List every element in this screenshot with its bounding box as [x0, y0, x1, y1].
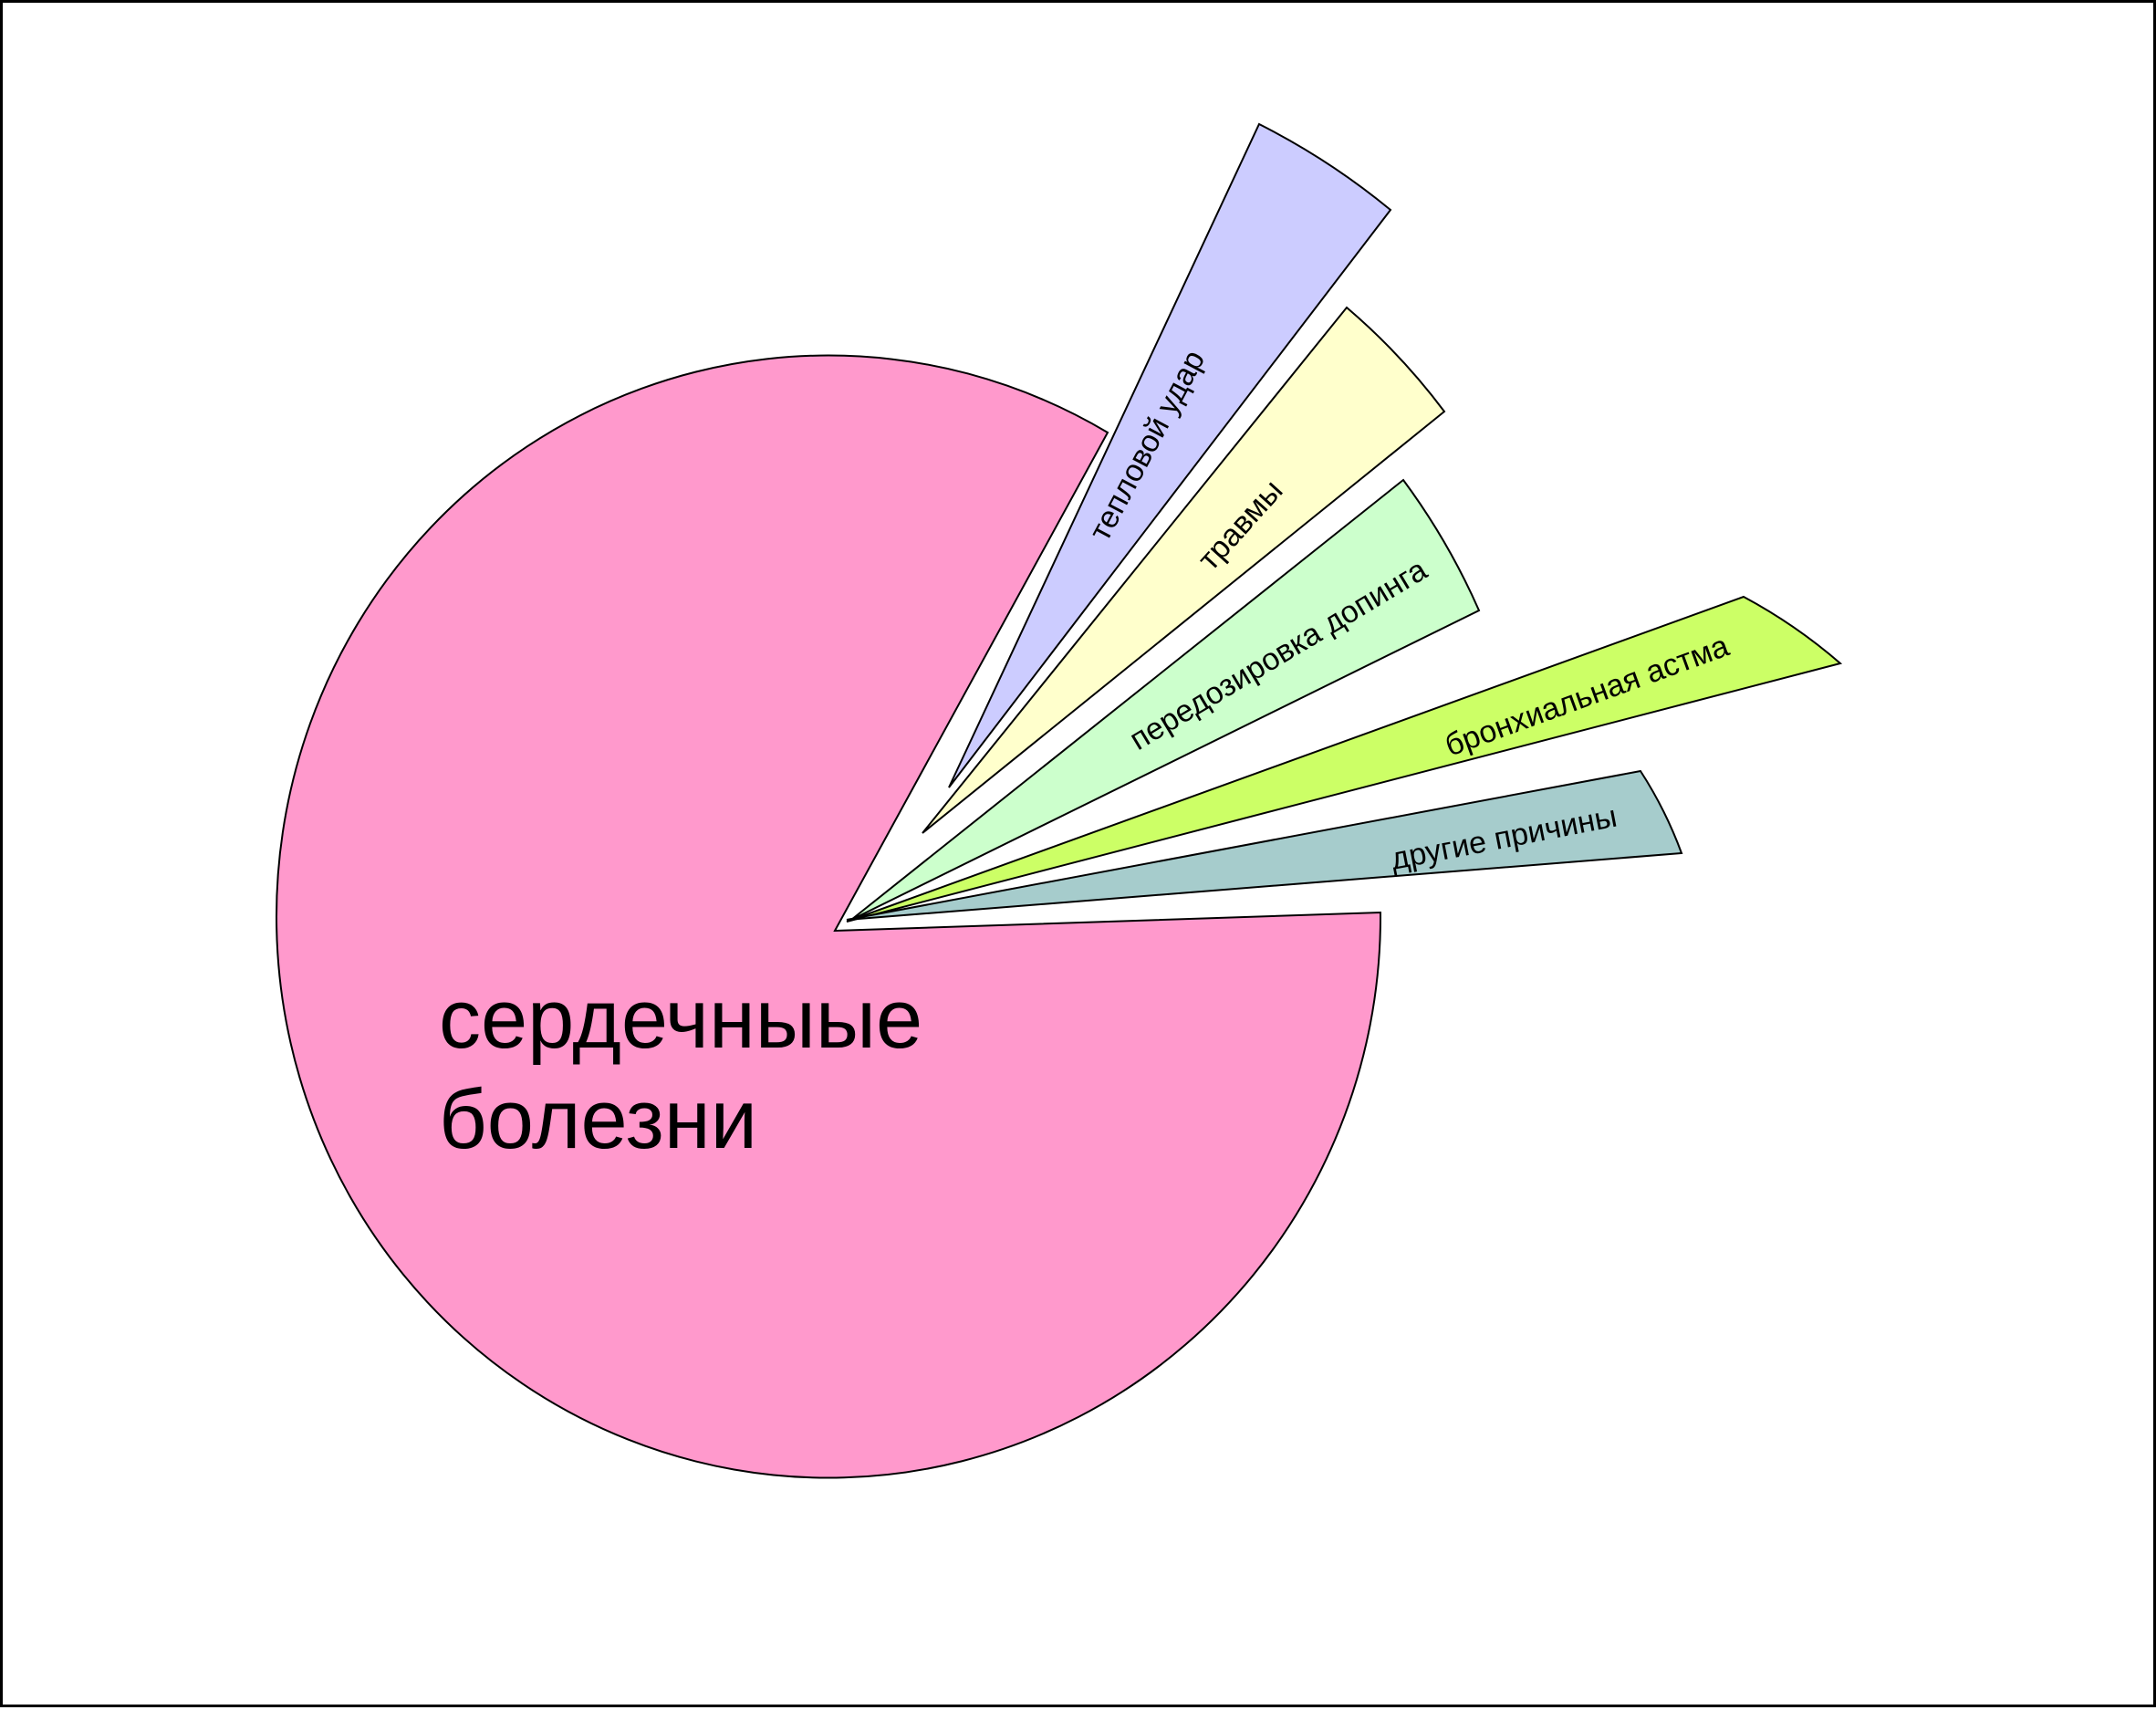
pie-slice: [846, 595, 1843, 923]
slice-label-main-line-2: болезни: [439, 1073, 757, 1166]
pie-slice: [846, 769, 1683, 921]
pie-slice: [922, 306, 1446, 834]
pie-slice: [276, 354, 1382, 1479]
pie-slice: [948, 122, 1392, 788]
slice-label-main-line-1: сердечныые: [439, 973, 922, 1066]
pie-slice: [850, 478, 1481, 921]
